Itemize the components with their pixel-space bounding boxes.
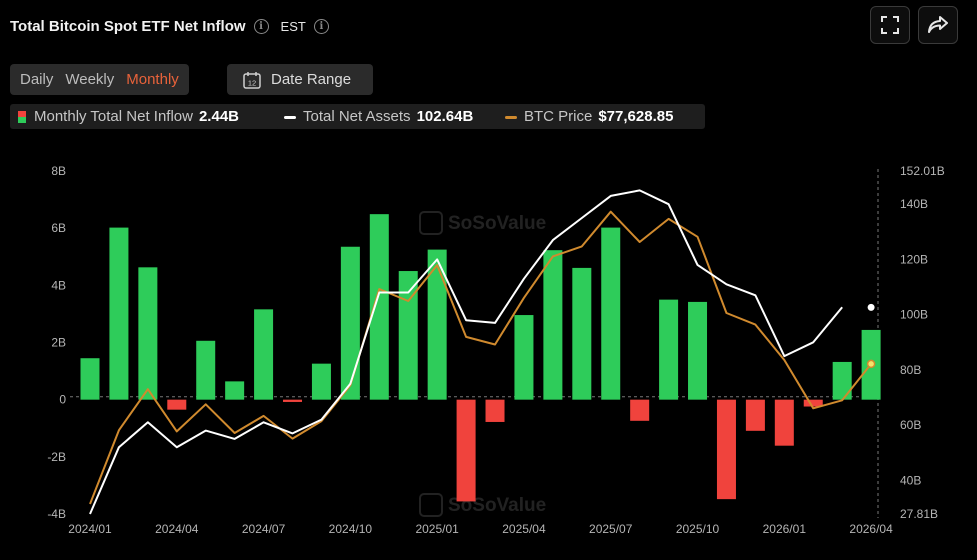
inflow-bar [283,399,303,402]
legend-inflow[interactable]: Monthly Total Net Inflow 2.44B [10,104,284,129]
left-axis-tick-label: -2B [47,450,66,464]
inflow-bar [340,246,360,400]
info-icon[interactable]: i [253,18,269,34]
period-selector: Daily Weekly Monthly [10,64,189,95]
x-axis-tick-label: 2025/07 [589,522,633,536]
date-range-button[interactable]: 12 Date Range [227,64,373,95]
legend-price[interactable]: BTC Price $77,628.85 [498,104,705,129]
left-axis-tick-label: 2B [51,336,66,350]
inflow-bar [167,399,187,410]
calendar-icon-day: 12 [248,78,256,87]
inflow-bar [80,358,100,400]
share-icon [928,16,948,33]
inflow-bar [109,227,129,400]
right-axis-tick-label: 40B [900,473,921,487]
period-monthly[interactable]: Monthly [126,71,179,88]
watermark-logo-icon [419,211,443,235]
inflow-bar [832,361,852,400]
inflow-bar [138,267,158,400]
chart-title: Total Bitcoin Spot ETF Net Inflow [10,17,246,35]
inflow-bar [688,301,708,400]
x-axis-tick-label: 2024/01 [68,522,112,536]
legend-assets[interactable]: Total Net Assets 102.64B [277,104,505,129]
watermark-text: SoSoValue [448,213,546,234]
price-hover-dot [866,359,876,369]
x-axis-tick-label: 2024/04 [155,522,199,536]
left-axis-tick-label: -4B [47,507,66,521]
inflow-bar [427,249,447,400]
fullscreen-icon [881,16,899,34]
btc-price-line [89,210,872,505]
timezone-label: EST [280,18,306,34]
inflow-bar [398,271,418,400]
period-daily[interactable]: Daily [20,71,54,88]
price-legend-icon [505,115,517,119]
legend-inflow-name: Monthly Total Net Inflow [34,108,193,125]
right-axis-tick-label: 80B [900,363,921,377]
inflow-bar [716,399,736,500]
left-axis-tick-label: 4B [51,278,66,292]
date-range-label: Date Range [271,71,352,88]
inflow-bar [311,363,331,400]
left-axis-tick-label: 0 [59,393,66,407]
legend-assets-name: Total Net Assets [303,108,411,125]
inflow-bar [456,399,476,502]
inflow-bar [601,227,621,400]
left-axis-tick-label: 6B [51,221,66,235]
x-axis-tick-label: 2025/01 [415,522,459,536]
series-lines [89,189,876,515]
inflow-legend-icon [18,110,26,123]
inflow-bar [369,214,389,400]
share-button[interactable] [918,6,958,44]
watermark: SoSoValue [419,493,546,517]
inflow-bars [80,214,881,502]
inflow-bar [225,381,245,400]
watermark: SoSoValue [419,211,546,235]
right-axis-tick-label: 120B [900,252,928,266]
x-axis-tick-label: 2024/10 [329,522,373,536]
right-axis-tick-label: 100B [900,308,928,322]
assets-hover-dot [866,302,876,312]
inflow-bar [196,340,216,400]
total-net-assets-line [89,189,843,515]
legend-price-value: $77,628.85 [598,108,674,125]
inflow-bar [630,399,650,421]
watermark-logo-icon [419,493,443,517]
inflow-bar [485,399,505,422]
right-axis-tick-label: 27.81B [900,507,938,521]
inflow-bar [774,399,794,446]
x-axis-tick-label: 2026/04 [849,522,893,536]
x-axis-tick-label: 2025/04 [502,522,546,536]
chart-header: Total Bitcoin Spot ETF Net Inflow i EST … [10,14,329,38]
calendar-icon: 12 [243,71,261,89]
inflow-bar [803,399,823,407]
legend-inflow-value: 2.44B [198,108,239,125]
x-axis-tick-label: 2025/10 [676,522,720,536]
right-axis-tick-label: 60B [900,418,921,432]
fullscreen-button[interactable] [870,6,910,44]
right-axis-tick-label: 140B [900,197,928,211]
inflow-bar [514,315,534,400]
inflow-bar [659,299,679,400]
timezone-info-icon[interactable]: i [313,18,329,34]
legend-assets-value: 102.64B [416,108,474,125]
x-axis-tick-label: 2024/07 [242,522,286,536]
right-axis-tick-label: 152.01B [900,164,945,178]
x-axis-tick-label: 2026/01 [763,522,807,536]
left-axis-tick-label: 8B [51,164,66,178]
inflow-bar [572,267,592,400]
inflow-bar [543,250,563,400]
inflow-bar [254,309,274,400]
legend-price-name: BTC Price [524,108,593,125]
period-weekly[interactable]: Weekly [65,71,115,88]
inflow-bar [745,399,765,431]
assets-legend-icon [284,115,296,119]
